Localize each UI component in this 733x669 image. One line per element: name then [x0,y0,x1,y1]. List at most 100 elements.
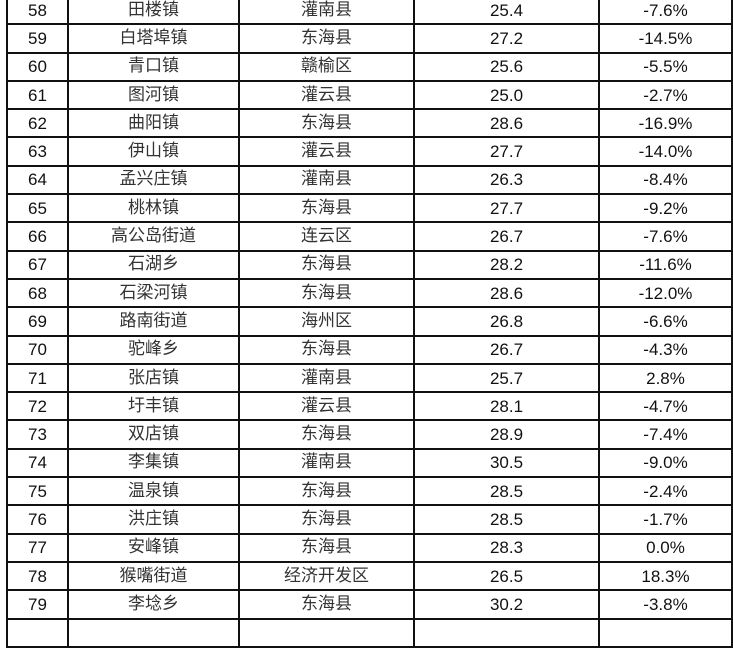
value-cell: 25.7 [413,362,600,394]
town-cell: 驼峰乡 [67,334,240,365]
town-cell: 李埝乡 [67,589,240,620]
value-cell: 26.5 [413,560,600,592]
change-cell: -16.9% [598,108,733,139]
table-row: 71 张店镇 灌南县 25.7 2.8% [6,362,733,394]
county-cell: 东海县 [238,249,415,280]
change-cell: 0.0% [598,532,733,563]
rank-cell: 76 [6,504,69,535]
rank-cell: 78 [6,560,69,592]
county-cell: 东海县 [238,476,415,507]
table-row: 67 石湖乡 东海县 28.2 -11.6% [6,249,733,280]
change-cell: -14.0% [598,136,733,167]
change-cell: -7.6% [598,221,733,252]
value-cell: 25.4 [413,0,600,26]
rank-cell: 65 [6,193,69,224]
rank-cell: 70 [6,334,69,365]
change-cell: -4.3% [598,334,733,365]
county-cell: 海州区 [238,306,415,337]
table-row: 66 高公岛街道 连云区 26.7 -7.6% [6,221,733,252]
empty-cell [598,617,733,648]
empty-cell [67,617,240,648]
change-cell: -3.8% [598,589,733,620]
change-cell: -6.6% [598,306,733,337]
table-row: 78 猴嘴街道 经济开发区 26.5 18.3% [6,560,733,592]
change-cell: -7.4% [598,419,733,450]
value-cell: 26.7 [413,334,600,365]
rank-cell: 64 [6,164,69,196]
table-row-partial [6,617,733,648]
change-cell: -8.4% [598,164,733,196]
value-cell: 30.5 [413,447,600,479]
town-cell: 高公岛街道 [67,221,240,252]
value-cell: 28.9 [413,419,600,450]
town-cell: 李集镇 [67,447,240,479]
county-cell: 东海县 [238,589,415,620]
empty-cell [238,617,415,648]
table-row: 77 安峰镇 东海县 28.3 0.0% [6,532,733,563]
table-row: 70 驼峰乡 东海县 26.7 -4.3% [6,334,733,365]
empty-cell [6,617,69,648]
rank-cell: 75 [6,476,69,507]
value-cell: 28.5 [413,504,600,535]
town-cell: 路南街道 [67,306,240,337]
town-cell: 曲阳镇 [67,108,240,139]
rank-cell: 62 [6,108,69,139]
change-cell: -4.7% [598,391,733,422]
table-row: 72 圩丰镇 灌云县 28.1 -4.7% [6,391,733,422]
county-cell: 连云区 [238,221,415,252]
change-cell: -12.0% [598,277,733,309]
ranking-table: 58 田楼镇 灌南县 25.4 -7.6% 59 白塔埠镇 东海县 27.2 -14.5% 60 青口… [6,0,733,648]
rank-cell: 66 [6,221,69,252]
table-row: 75 温泉镇 东海县 28.5 -2.4% [6,476,733,507]
town-cell: 桃林镇 [67,193,240,224]
town-cell: 白塔埠镇 [67,23,240,54]
table-row: 73 双店镇 东海县 28.9 -7.4% [6,419,733,450]
table-row: 62 曲阳镇 东海县 28.6 -16.9% [6,108,733,139]
rank-cell: 60 [6,51,69,82]
value-cell: 25.6 [413,51,600,82]
value-cell: 27.7 [413,136,600,167]
county-cell: 东海县 [238,23,415,54]
town-cell: 伊山镇 [67,136,240,167]
county-cell: 赣榆区 [238,51,415,82]
table-row: 79 李埝乡 东海县 30.2 -3.8% [6,589,733,620]
empty-cell [413,617,600,648]
change-cell: -9.0% [598,447,733,479]
value-cell: 26.8 [413,306,600,337]
county-cell: 经济开发区 [238,560,415,592]
value-cell: 27.7 [413,193,600,224]
change-cell: -7.6% [598,0,733,26]
table-row: 59 白塔埠镇 东海县 27.2 -14.5% [6,23,733,54]
change-cell: -14.5% [598,23,733,54]
value-cell: 28.6 [413,277,600,309]
county-cell: 灌南县 [238,447,415,479]
change-cell: -11.6% [598,249,733,280]
county-cell: 灌云县 [238,136,415,167]
town-cell: 洪庄镇 [67,504,240,535]
town-cell: 石梁河镇 [67,277,240,309]
table-row: 60 青口镇 赣榆区 25.6 -5.5% [6,51,733,82]
change-cell: 18.3% [598,560,733,592]
county-cell: 东海县 [238,193,415,224]
county-cell: 灌云县 [238,391,415,422]
rank-cell: 74 [6,447,69,479]
county-cell: 东海县 [238,532,415,563]
county-cell: 东海县 [238,334,415,365]
rank-cell: 77 [6,532,69,563]
town-cell: 石湖乡 [67,249,240,280]
change-cell: 2.8% [598,362,733,394]
table-row: 64 孟兴庄镇 灌南县 26.3 -8.4% [6,164,733,196]
table-row: 65 桃林镇 东海县 27.7 -9.2% [6,193,733,224]
value-cell: 26.7 [413,221,600,252]
table-row: 68 石梁河镇 东海县 28.6 -12.0% [6,277,733,309]
table-row: 74 李集镇 灌南县 30.5 -9.0% [6,447,733,479]
rank-cell: 68 [6,277,69,309]
town-cell: 圩丰镇 [67,391,240,422]
value-cell: 27.2 [413,23,600,54]
change-cell: -2.4% [598,476,733,507]
table-row: 69 路南街道 海州区 26.8 -6.6% [6,306,733,337]
county-cell: 东海县 [238,504,415,535]
value-cell: 28.3 [413,532,600,563]
table-body: 58 田楼镇 灌南县 25.4 -7.6% 59 白塔埠镇 东海县 27.2 -14.5% 60 青口… [6,0,733,648]
rank-cell: 61 [6,79,69,111]
